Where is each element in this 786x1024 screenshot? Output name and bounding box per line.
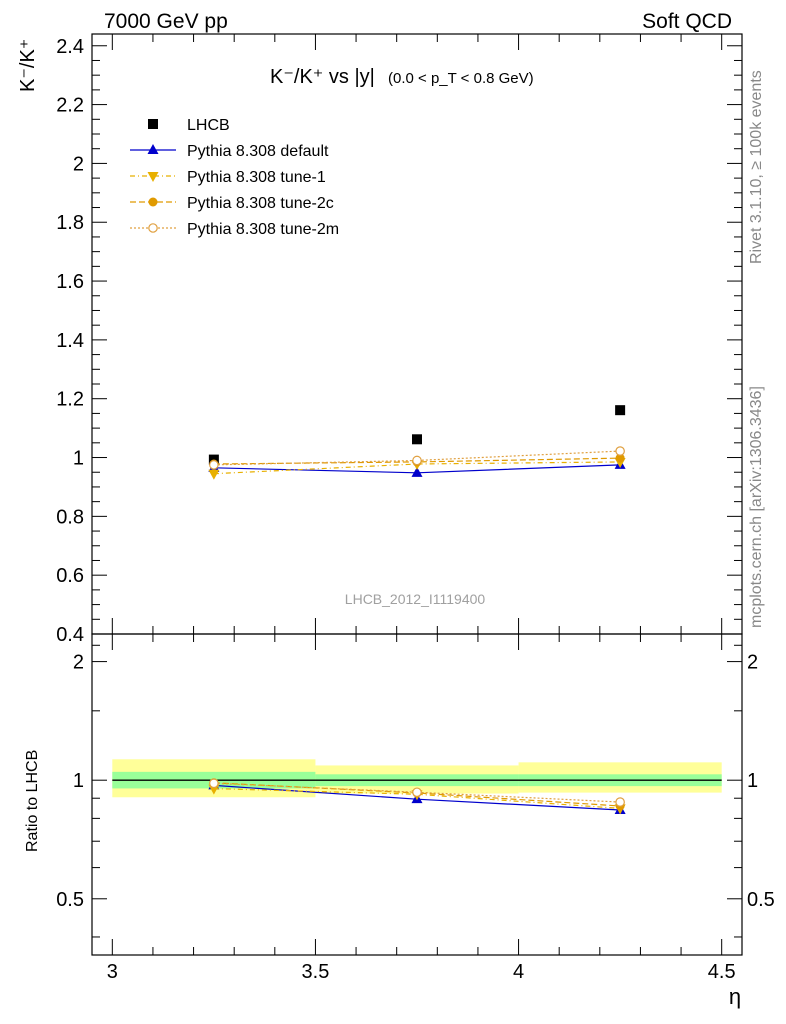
main-y-axis-label: K⁻/K⁺ xyxy=(17,39,39,92)
ratio-y-tick-label: 1 xyxy=(73,770,84,792)
main-y-tick-label: 0.4 xyxy=(56,624,84,646)
ratio-y-tick-label: 0.5 xyxy=(56,889,84,911)
main-point-tune2m xyxy=(412,455,422,466)
legend-label-tune2m: Pythia 8.308 tune-2m xyxy=(187,221,339,238)
ratio-point-tune2m xyxy=(412,787,422,798)
main-y-tick-label: 2 xyxy=(73,153,84,175)
main-y-tick-label: 2.4 xyxy=(56,36,84,58)
main-point-data xyxy=(615,405,626,416)
analysis-watermark: LHCB_2012_I1119400 xyxy=(345,591,486,607)
main-point-tune2m xyxy=(209,460,219,470)
ratio-y-tick-label-right: 0.5 xyxy=(747,889,775,911)
rivet-label: Rivet 3.1.10, ≥ 100k events xyxy=(748,70,765,264)
main-point-tune2m xyxy=(615,446,625,456)
legend-label-data: LHCB xyxy=(187,117,230,134)
legend-marker-tune1 xyxy=(147,172,159,182)
main-y-tick-label: 0.6 xyxy=(56,565,84,587)
ratio-y-tick-label: 2 xyxy=(73,652,84,674)
legend-label-default: Pythia 8.308 default xyxy=(187,143,329,160)
header-right: Soft QCD xyxy=(642,10,732,33)
ratio-y-axis-label: Ratio to LHCB xyxy=(24,750,41,852)
ratio-point-tune2m xyxy=(209,778,219,789)
legend-label-tune1: Pythia 8.308 tune-1 xyxy=(187,169,326,186)
legend-marker-default xyxy=(147,144,159,154)
main-y-tick-label: 1.6 xyxy=(56,271,84,293)
main-y-tick-label: 1.2 xyxy=(56,389,84,411)
ratio-frame xyxy=(91,633,743,956)
main-title-ratio: K⁻/K⁺ vs |y| xyxy=(270,66,375,88)
main-point-tune1 xyxy=(208,469,220,480)
ratio-y-tick-label-right: 2 xyxy=(747,652,758,674)
ratio-y-tick-label-right: 1 xyxy=(747,770,758,792)
legend: LHCB Pythia 8.308 default Pythia 8.308 tun… xyxy=(130,117,339,238)
legend-label-tune2c: Pythia 8.308 tune-2c xyxy=(187,195,334,212)
main-series-line-tune1 xyxy=(213,461,621,475)
ratio-series-line-tune1 xyxy=(213,788,621,810)
x-tick-label: 3.5 xyxy=(302,961,330,983)
main-y-tick-label: 1 xyxy=(73,448,84,470)
main-y-tick-label: 1.4 xyxy=(56,330,84,352)
main-y-tick-label: 0.8 xyxy=(56,506,84,528)
main-y-tick-label: 2.2 xyxy=(56,95,84,117)
main-point-data xyxy=(412,434,422,445)
main-title: K⁻/K⁺ vs |y| (0.0 < p_T < 0.8 GeV) xyxy=(270,66,534,88)
main-point-default xyxy=(411,466,423,477)
x-tick-label: 4 xyxy=(513,961,524,983)
x-tick-label: 3 xyxy=(107,961,118,983)
legend-marker-tune2c xyxy=(148,197,158,207)
ratio-point-tune2m xyxy=(615,797,625,807)
main-panel: 0.4 0.6 0.8 1 1.2 1.4 1.6 1.8 2 2.2 2.4 xyxy=(56,33,743,646)
main-point-tune2c xyxy=(615,453,625,463)
legend-marker-data xyxy=(148,119,158,129)
x-tick-label: 4.5 xyxy=(708,961,736,983)
main-y-tick-label: 1.8 xyxy=(56,212,84,234)
main-title-cut: (0.0 < p_T < 0.8 GeV) xyxy=(388,70,534,87)
x-axis-label: η xyxy=(729,984,741,1009)
mcplots-label: mcplots.cern.ch [arXiv:1306.3436] xyxy=(748,386,765,628)
legend-marker-tune2m xyxy=(148,223,158,233)
ratio-panel: 0.5 0.5 1 1 2 2 3 3.5 4 4.5 xyxy=(56,633,775,983)
header-left: 7000 GeV pp xyxy=(104,10,228,33)
